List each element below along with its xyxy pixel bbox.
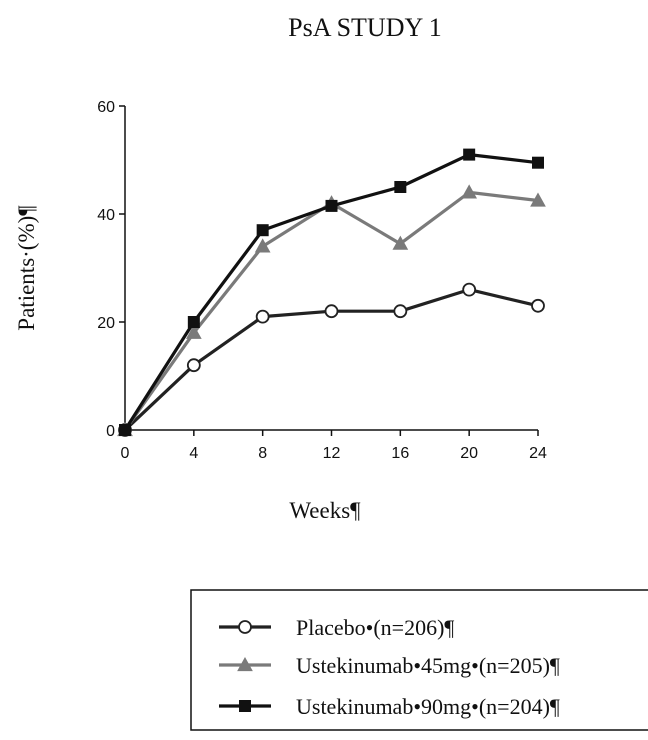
data-point bbox=[254, 238, 271, 253]
y-tick-label: 0 bbox=[106, 423, 115, 440]
x-tick-label: 20 bbox=[460, 445, 478, 462]
data-point bbox=[256, 224, 269, 237]
chart-title: PsA STUDY 1 bbox=[288, 13, 442, 42]
axes: 0 20 40 60 0 4 8 12 16 20 24 bbox=[97, 99, 547, 462]
legend-item-1: Ustekinumab•45mg•(n=205)¶ bbox=[219, 653, 560, 678]
x-axis-label: Weeks¶ bbox=[289, 498, 361, 523]
legend-label: Placebo•(n=206)¶ bbox=[296, 615, 454, 640]
series-0 bbox=[118, 282, 545, 437]
data-point bbox=[186, 358, 201, 373]
legend-item-2: Ustekinumab•90mg•(n=204)¶ bbox=[219, 694, 560, 719]
data-point bbox=[393, 304, 408, 319]
data-point bbox=[119, 424, 131, 436]
y-tick-label: 20 bbox=[97, 315, 115, 332]
y-axis-label: Patients·(%)¶ bbox=[14, 205, 39, 331]
data-point bbox=[392, 235, 409, 250]
x-tick-label: 16 bbox=[391, 445, 409, 462]
legend-marker bbox=[237, 656, 253, 672]
data-point bbox=[255, 309, 270, 324]
data-point bbox=[394, 181, 407, 193]
x-tick-label: 4 bbox=[189, 445, 198, 462]
legend-label: Ustekinumab•90mg•(n=204)¶ bbox=[296, 694, 560, 719]
legend: Placebo•(n=206)¶ Ustekinumab•45mg•(n=205)… bbox=[190, 589, 648, 731]
data-point bbox=[185, 324, 202, 339]
data-point bbox=[461, 184, 478, 199]
data-point bbox=[532, 156, 544, 169]
data-point bbox=[325, 199, 338, 212]
data-point bbox=[187, 316, 200, 328]
series-2 bbox=[119, 148, 544, 436]
y-tick-label: 40 bbox=[97, 207, 115, 224]
y-tick-label: 60 bbox=[97, 99, 115, 116]
legend-item-0: Placebo•(n=206)¶ bbox=[219, 615, 454, 640]
x-tick-label: 8 bbox=[258, 445, 267, 462]
data-point bbox=[462, 282, 477, 297]
x-tick-label: 24 bbox=[529, 445, 547, 462]
legend-items: Placebo•(n=206)¶ Ustekinumab•45mg•(n=205)… bbox=[219, 615, 560, 719]
x-tick-label: 0 bbox=[121, 445, 130, 462]
legend-marker bbox=[238, 620, 252, 634]
series-layer bbox=[117, 148, 546, 437]
x-tick-label: 12 bbox=[323, 445, 341, 462]
data-point bbox=[531, 298, 545, 313]
data-point bbox=[324, 304, 339, 319]
legend-label: Ustekinumab•45mg•(n=205)¶ bbox=[296, 653, 560, 678]
data-point bbox=[530, 192, 546, 207]
data-point bbox=[463, 148, 476, 161]
legend-marker bbox=[239, 700, 251, 712]
